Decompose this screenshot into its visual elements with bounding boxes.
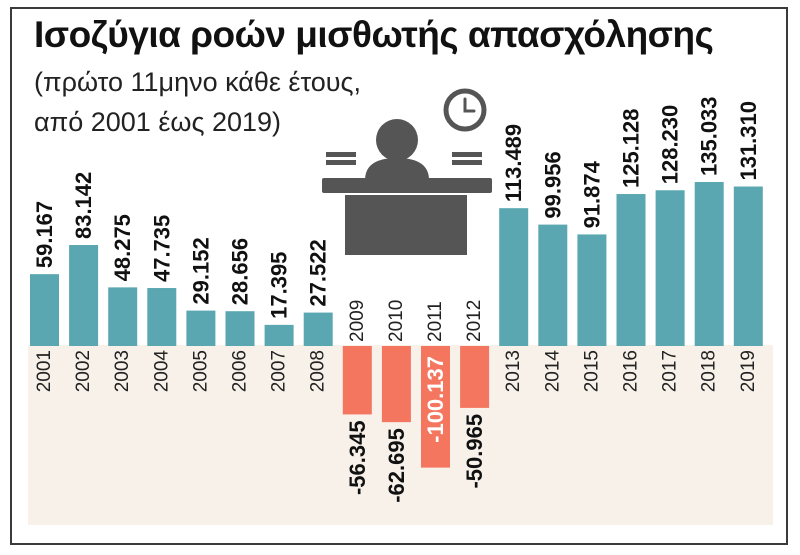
desk-top-icon [322, 178, 492, 193]
value-label-2005: 29.152 [188, 237, 213, 304]
year-label-2003: 2003 [112, 350, 133, 392]
value-label-2012: -50.965 [462, 414, 487, 489]
value-label-2016: 125.128 [619, 108, 644, 188]
bar-2013 [499, 208, 529, 346]
bar-2014 [538, 224, 568, 346]
year-label-2011: 2011 [425, 301, 446, 342]
papers-right-icon [452, 152, 482, 157]
papers-left-icon [326, 152, 356, 157]
bar-2018 [694, 182, 724, 346]
papers-left-icon [326, 160, 356, 165]
value-label-2006: 28.656 [228, 238, 253, 305]
bar-2009 [342, 346, 372, 415]
year-label-2018: 2018 [699, 350, 720, 392]
value-label-2018: 135.033 [697, 96, 722, 176]
year-label-2001: 2001 [34, 350, 55, 392]
year-label-2006: 2006 [230, 350, 251, 392]
bar-2005 [186, 310, 216, 346]
year-label-2002: 2002 [73, 350, 94, 392]
bar-2011 [421, 346, 450, 468]
bar-2006 [225, 311, 255, 346]
value-label-2013: 113.489 [501, 124, 526, 202]
year-label-2017: 2017 [660, 350, 681, 392]
office-worker-icon [322, 88, 492, 255]
year-label-2004: 2004 [151, 350, 172, 393]
bar-2001 [30, 274, 59, 346]
bar-2002 [69, 245, 99, 346]
papers-right-icon [452, 160, 482, 165]
year-label-2015: 2015 [581, 350, 602, 392]
value-label-2003: 48.275 [110, 214, 135, 281]
value-label-2008: 27.522 [306, 239, 331, 306]
bar-2008 [303, 312, 333, 346]
bar-2016 [616, 194, 646, 346]
value-label-2019: 131.310 [736, 101, 761, 181]
value-label-2011: -100.137 [423, 356, 448, 443]
bar-2015 [577, 234, 607, 346]
bar-2010 [381, 346, 411, 423]
bar-2017 [655, 190, 685, 346]
value-label-2010: -62.695 [384, 428, 409, 503]
value-label-2017: 128.230 [658, 105, 683, 185]
value-label-2001: 59.167 [32, 201, 57, 268]
year-label-2014: 2014 [542, 350, 563, 393]
bar-2019 [733, 186, 763, 346]
value-label-2007: 17.395 [267, 252, 292, 319]
value-label-2009: -56.345 [345, 420, 370, 495]
chart-title: Ισοζύγια ροών μισθωτής απασχόλησης [34, 14, 714, 55]
bar-2003 [108, 287, 138, 346]
value-label-2015: 91.874 [579, 160, 604, 228]
year-label-2009: 2009 [347, 300, 368, 342]
year-label-2019: 2019 [738, 350, 759, 392]
chart-subtitle: (πρώτο 11μηνο κάθε έτους, από 2001 έως 2… [34, 67, 362, 137]
person-body-icon [365, 158, 429, 180]
year-label-2007: 2007 [269, 350, 290, 392]
value-label-2014: 99.956 [540, 151, 565, 218]
chart-marks: 59.167 2001 83.142 2002 48.275 2003 47.735 2004… [30, 96, 763, 503]
bar-2007 [264, 324, 294, 346]
year-label-2005: 2005 [190, 350, 211, 392]
value-label-2004: 47.735 [149, 215, 174, 282]
clock-hands-icon [463, 97, 476, 113]
year-label-2013: 2013 [503, 350, 524, 392]
bar-2004 [147, 288, 177, 346]
year-label-2008: 2008 [308, 350, 329, 392]
person-head-icon [376, 119, 418, 161]
year-label-2016: 2016 [621, 350, 642, 392]
bar-2012 [460, 346, 490, 408]
desk-front-icon [345, 195, 467, 255]
year-label-2010: 2010 [386, 300, 407, 342]
value-label-2002: 83.142 [71, 172, 96, 239]
year-label-2012: 2012 [464, 300, 485, 342]
